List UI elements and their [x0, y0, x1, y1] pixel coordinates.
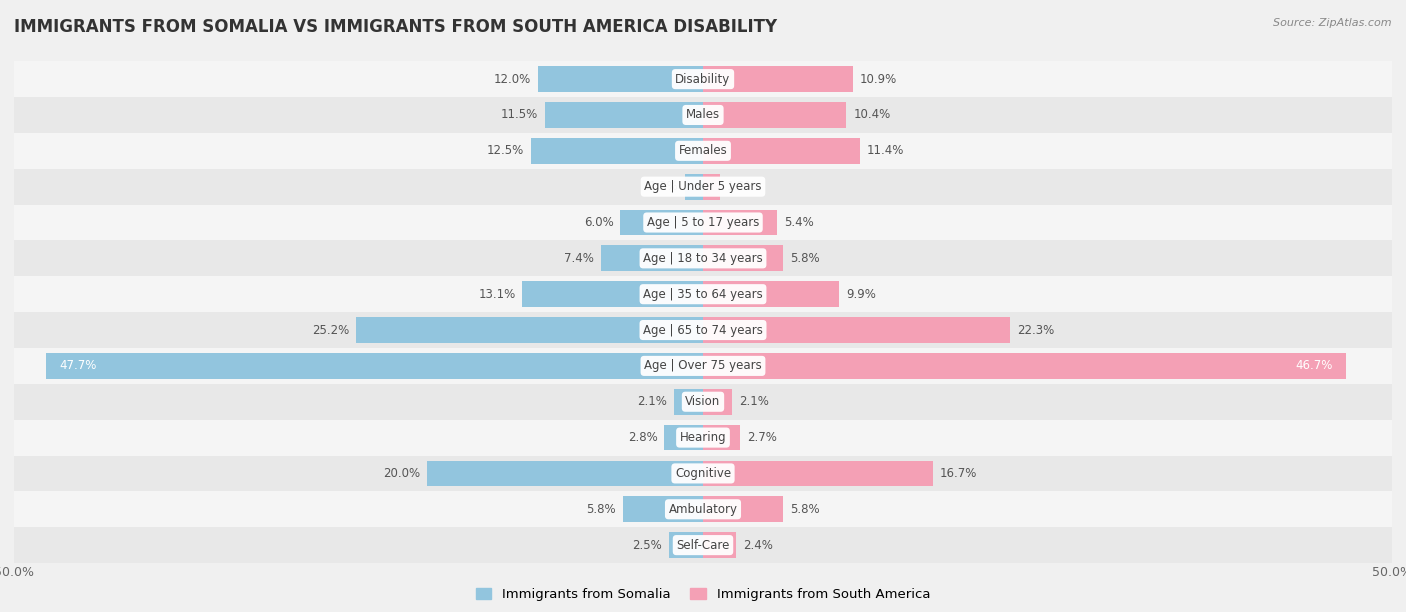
Text: 46.7%: 46.7%	[1295, 359, 1333, 372]
Text: 10.4%: 10.4%	[853, 108, 890, 121]
Text: 10.9%: 10.9%	[860, 73, 897, 86]
Text: 12.0%: 12.0%	[494, 73, 531, 86]
Bar	[14, 527, 1392, 563]
Bar	[703, 174, 720, 200]
Text: Age | Under 5 years: Age | Under 5 years	[644, 180, 762, 193]
Text: Hearing: Hearing	[679, 431, 727, 444]
Text: 11.5%: 11.5%	[501, 108, 537, 121]
Text: Cognitive: Cognitive	[675, 467, 731, 480]
Bar	[685, 174, 703, 200]
Text: 9.9%: 9.9%	[846, 288, 876, 300]
Bar	[703, 389, 733, 415]
Text: 20.0%: 20.0%	[384, 467, 420, 480]
Bar	[665, 425, 703, 450]
Text: 2.7%: 2.7%	[747, 431, 778, 444]
Text: 13.1%: 13.1%	[478, 288, 516, 300]
Text: Age | 18 to 34 years: Age | 18 to 34 years	[643, 252, 763, 265]
Text: 47.7%: 47.7%	[59, 359, 97, 372]
Text: 11.4%: 11.4%	[868, 144, 904, 157]
Text: 1.3%: 1.3%	[648, 180, 678, 193]
Bar	[703, 532, 737, 558]
Text: 5.8%: 5.8%	[790, 252, 820, 265]
Bar	[620, 209, 703, 236]
Text: 16.7%: 16.7%	[941, 467, 977, 480]
Text: 1.2%: 1.2%	[727, 180, 756, 193]
Text: Age | 35 to 64 years: Age | 35 to 64 years	[643, 288, 763, 300]
Text: 7.4%: 7.4%	[564, 252, 595, 265]
Text: 5.8%: 5.8%	[790, 503, 820, 516]
Bar	[14, 133, 1392, 169]
Bar	[703, 496, 783, 522]
Bar	[531, 138, 703, 164]
Text: Age | 65 to 74 years: Age | 65 to 74 years	[643, 324, 763, 337]
Bar	[703, 317, 1011, 343]
Text: 25.2%: 25.2%	[312, 324, 349, 337]
Text: 12.5%: 12.5%	[486, 144, 524, 157]
Text: Source: ZipAtlas.com: Source: ZipAtlas.com	[1274, 18, 1392, 28]
Bar	[14, 312, 1392, 348]
Text: 2.1%: 2.1%	[738, 395, 769, 408]
Bar	[14, 204, 1392, 241]
Text: Vision: Vision	[685, 395, 721, 408]
Bar	[600, 245, 703, 271]
Bar	[427, 460, 703, 487]
Bar	[14, 276, 1392, 312]
Bar	[14, 169, 1392, 204]
Text: 6.0%: 6.0%	[583, 216, 613, 229]
Text: Males: Males	[686, 108, 720, 121]
Bar	[356, 317, 703, 343]
Bar	[703, 245, 783, 271]
Bar	[669, 532, 703, 558]
Text: 5.4%: 5.4%	[785, 216, 814, 229]
Bar	[544, 102, 703, 128]
Text: 2.1%: 2.1%	[637, 395, 668, 408]
Bar	[14, 420, 1392, 455]
Text: Age | 5 to 17 years: Age | 5 to 17 years	[647, 216, 759, 229]
Bar	[703, 460, 934, 487]
Text: IMMIGRANTS FROM SOMALIA VS IMMIGRANTS FROM SOUTH AMERICA DISABILITY: IMMIGRANTS FROM SOMALIA VS IMMIGRANTS FR…	[14, 18, 778, 36]
Bar	[14, 455, 1392, 491]
Bar	[14, 384, 1392, 420]
Text: Age | Over 75 years: Age | Over 75 years	[644, 359, 762, 372]
Text: Self-Care: Self-Care	[676, 539, 730, 551]
Text: 2.8%: 2.8%	[628, 431, 658, 444]
Text: 22.3%: 22.3%	[1017, 324, 1054, 337]
Text: 2.4%: 2.4%	[742, 539, 773, 551]
Bar	[14, 491, 1392, 527]
Text: 2.5%: 2.5%	[631, 539, 662, 551]
Legend: Immigrants from Somalia, Immigrants from South America: Immigrants from Somalia, Immigrants from…	[471, 583, 935, 606]
Text: 5.8%: 5.8%	[586, 503, 616, 516]
Bar	[14, 348, 1392, 384]
Bar	[14, 61, 1392, 97]
Bar	[14, 241, 1392, 276]
Bar	[537, 66, 703, 92]
Bar	[623, 496, 703, 522]
Bar	[703, 209, 778, 236]
Bar	[673, 389, 703, 415]
Text: Ambulatory: Ambulatory	[668, 503, 738, 516]
Bar	[703, 425, 740, 450]
Bar	[703, 353, 1347, 379]
Bar	[703, 282, 839, 307]
Text: Females: Females	[679, 144, 727, 157]
Bar	[703, 102, 846, 128]
Bar	[46, 353, 703, 379]
Bar	[14, 97, 1392, 133]
Bar	[703, 138, 860, 164]
Bar	[703, 66, 853, 92]
Text: Disability: Disability	[675, 73, 731, 86]
Bar	[523, 282, 703, 307]
